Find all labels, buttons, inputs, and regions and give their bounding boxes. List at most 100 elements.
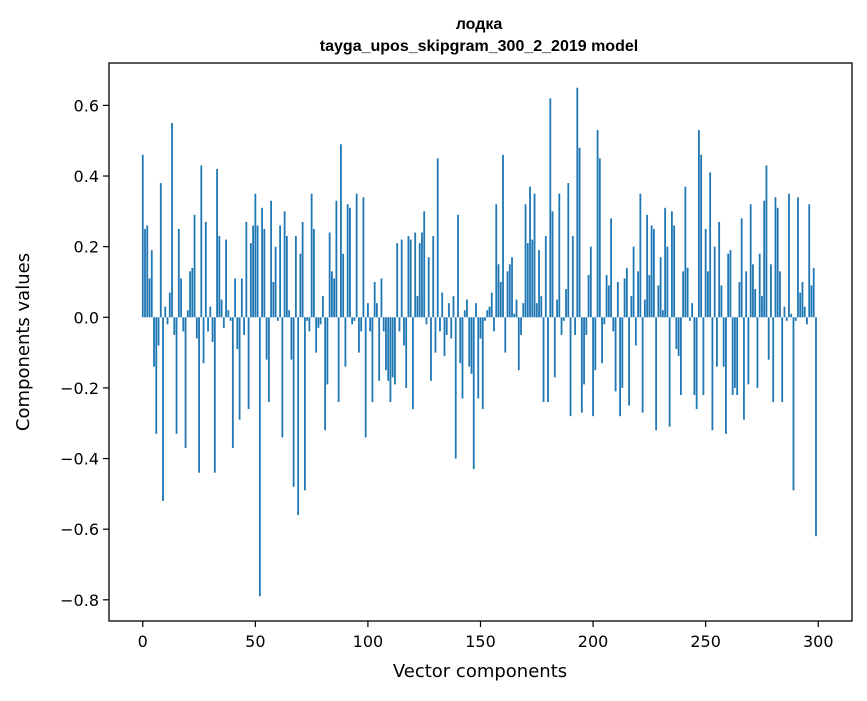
bar-101 bbox=[369, 317, 372, 332]
bar-44 bbox=[240, 278, 243, 318]
bar-20 bbox=[186, 310, 189, 318]
bar-217 bbox=[630, 296, 633, 318]
bar-32 bbox=[213, 317, 216, 473]
bar-104 bbox=[376, 303, 378, 318]
bar-145 bbox=[468, 317, 471, 367]
bar-183 bbox=[553, 317, 556, 378]
bar-151 bbox=[481, 317, 484, 410]
y-tick-label: 0.2 bbox=[74, 238, 99, 257]
bar-76 bbox=[312, 228, 315, 318]
bar-194 bbox=[578, 147, 581, 318]
bar-57 bbox=[270, 200, 273, 318]
bar-8 bbox=[159, 183, 162, 318]
bar-144 bbox=[466, 299, 468, 318]
bar-116 bbox=[403, 317, 405, 346]
bar-207 bbox=[607, 285, 610, 318]
bar-251 bbox=[707, 271, 709, 318]
bar-174 bbox=[533, 193, 536, 318]
bar-180 bbox=[547, 317, 549, 403]
bar-118 bbox=[407, 236, 410, 318]
bar-184 bbox=[556, 299, 558, 318]
bar-34 bbox=[218, 236, 221, 318]
bar-142 bbox=[461, 317, 464, 399]
bar-113 bbox=[396, 243, 399, 318]
bar-253 bbox=[711, 317, 714, 431]
bar-288 bbox=[790, 313, 793, 318]
bar-80 bbox=[321, 296, 324, 318]
bar-70 bbox=[299, 253, 302, 318]
bar-162 bbox=[506, 271, 509, 318]
bar-229 bbox=[657, 285, 660, 318]
bar-140 bbox=[457, 214, 459, 318]
bar-11 bbox=[166, 317, 169, 325]
bar-100 bbox=[367, 303, 369, 318]
bar-141 bbox=[459, 317, 462, 364]
bar-152 bbox=[484, 317, 486, 321]
bar-50 bbox=[254, 193, 257, 318]
bar-54 bbox=[263, 228, 266, 318]
bar-261 bbox=[729, 250, 732, 318]
bar-71 bbox=[301, 221, 304, 318]
bar-202 bbox=[596, 130, 599, 318]
bar-297 bbox=[810, 285, 813, 318]
x-tick-label: 150 bbox=[465, 632, 496, 651]
bar-79 bbox=[319, 317, 322, 325]
bar-0 bbox=[141, 154, 144, 318]
bar-169 bbox=[522, 303, 525, 318]
bar-14 bbox=[173, 317, 176, 335]
bar-27 bbox=[202, 317, 205, 364]
bar-97 bbox=[360, 317, 363, 332]
y-tick-label: 0.6 bbox=[74, 96, 99, 115]
bar-88 bbox=[340, 144, 342, 318]
bar-225 bbox=[648, 274, 651, 318]
bar-252 bbox=[709, 172, 712, 318]
bar-299 bbox=[815, 317, 817, 537]
bar-234 bbox=[668, 317, 671, 427]
bar-255 bbox=[716, 317, 718, 367]
bar-185 bbox=[558, 193, 561, 318]
bar-30 bbox=[209, 306, 212, 318]
bar-135 bbox=[445, 317, 448, 335]
bar-241 bbox=[684, 186, 687, 318]
bar-137 bbox=[450, 317, 453, 339]
bar-109 bbox=[387, 317, 390, 381]
bar-19 bbox=[184, 317, 187, 448]
y-tick-label: 0.4 bbox=[74, 167, 99, 186]
bar-272 bbox=[754, 289, 757, 318]
bar-75 bbox=[310, 193, 313, 318]
bar-102 bbox=[371, 317, 374, 403]
bar-243 bbox=[688, 317, 691, 321]
bar-26 bbox=[200, 165, 203, 318]
bar-53 bbox=[261, 207, 263, 318]
bar-127 bbox=[427, 257, 430, 318]
bar-237 bbox=[675, 317, 678, 350]
bar-199 bbox=[589, 246, 592, 318]
bar-84 bbox=[331, 271, 333, 318]
bar-238 bbox=[677, 317, 680, 357]
bar-114 bbox=[398, 317, 401, 332]
y-tick-label: −0.8 bbox=[60, 591, 99, 610]
bar-258 bbox=[722, 317, 725, 367]
bar-222 bbox=[641, 317, 644, 413]
bar-289 bbox=[792, 317, 795, 491]
bar-106 bbox=[380, 278, 383, 318]
bar-177 bbox=[540, 296, 543, 318]
x-tick-label: 50 bbox=[245, 632, 265, 651]
x-tick-label: 100 bbox=[353, 632, 384, 651]
bar-13 bbox=[171, 123, 173, 318]
bar-226 bbox=[650, 225, 653, 318]
bar-149 bbox=[477, 317, 480, 399]
bar-200 bbox=[592, 317, 594, 417]
bar-24 bbox=[195, 317, 198, 339]
bar-273 bbox=[756, 317, 759, 388]
bar-191 bbox=[571, 236, 574, 318]
bar-175 bbox=[535, 303, 538, 318]
bar-213 bbox=[621, 317, 624, 388]
bar-286 bbox=[785, 317, 788, 321]
bar-186 bbox=[560, 317, 563, 335]
bar-284 bbox=[781, 317, 784, 403]
bar-21 bbox=[189, 271, 191, 318]
bar-28 bbox=[204, 221, 207, 318]
bar-series bbox=[141, 87, 817, 597]
